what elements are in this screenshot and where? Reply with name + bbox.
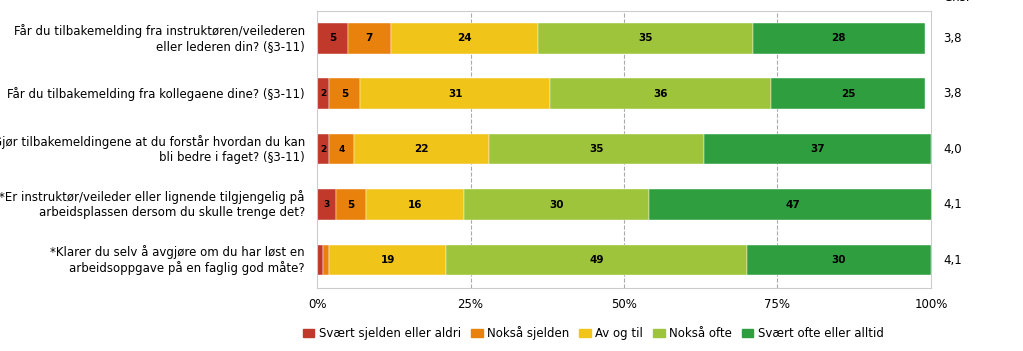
- Text: 28: 28: [832, 33, 846, 43]
- Bar: [704, 134, 931, 164]
- Text: 2: 2: [320, 89, 326, 98]
- Text: 37: 37: [810, 144, 825, 154]
- Bar: [538, 23, 753, 53]
- Bar: [489, 134, 704, 164]
- Text: Gns.: Gns.: [943, 0, 970, 4]
- Bar: [464, 190, 649, 220]
- Text: 22: 22: [414, 144, 429, 154]
- Bar: [317, 190, 336, 220]
- Text: 5: 5: [341, 89, 349, 99]
- Bar: [317, 134, 329, 164]
- Text: 4: 4: [339, 145, 345, 154]
- Bar: [329, 134, 354, 164]
- Text: 35: 35: [638, 33, 653, 43]
- Bar: [391, 23, 538, 53]
- Text: 49: 49: [589, 255, 604, 265]
- Bar: [771, 79, 925, 109]
- Text: 2: 2: [320, 145, 326, 154]
- Text: Får du tilbakemelding fra kollegaene dine? (§3-11): Får du tilbakemelding fra kollegaene din…: [7, 87, 305, 101]
- Text: 16: 16: [408, 200, 422, 210]
- Text: 19: 19: [381, 255, 395, 265]
- Bar: [348, 23, 391, 53]
- Text: 4,1: 4,1: [943, 253, 962, 267]
- Bar: [550, 79, 771, 109]
- Legend: Svært sjelden eller aldri, Nokså sjelden, Av og til, Nokså ofte, Svært ofte elle: Svært sjelden eller aldri, Nokså sjelden…: [298, 322, 889, 345]
- Bar: [329, 79, 360, 109]
- Text: 3: 3: [323, 200, 329, 209]
- Text: 30: 30: [832, 255, 846, 265]
- Text: *Er instruktør/veileder eller lignende tilgjengelig på
arbeidsplassen dersom du : *Er instruktør/veileder eller lignende t…: [0, 190, 305, 219]
- Bar: [649, 190, 937, 220]
- Text: 47: 47: [786, 200, 800, 210]
- Text: 36: 36: [654, 89, 668, 99]
- Bar: [336, 190, 366, 220]
- Text: 35: 35: [589, 144, 604, 154]
- Text: Får du tilbakemelding fra instruktøren/veilederen
eller lederen din? (§3-11): Får du tilbakemelding fra instruktøren/v…: [13, 24, 305, 53]
- Text: 4,1: 4,1: [943, 198, 962, 211]
- Text: 5: 5: [347, 200, 355, 210]
- Bar: [317, 23, 348, 53]
- Bar: [317, 245, 323, 275]
- Text: 24: 24: [457, 33, 472, 43]
- Bar: [753, 23, 925, 53]
- Text: 3,8: 3,8: [943, 32, 962, 45]
- Text: *Klarer du selv å avgjøre om du har løst en
arbeidsoppgave på en faglig god måte: *Klarer du selv å avgjøre om du har løst…: [50, 245, 305, 275]
- Text: 30: 30: [549, 200, 564, 210]
- Bar: [366, 190, 464, 220]
- Bar: [360, 79, 550, 109]
- Bar: [446, 245, 747, 275]
- Text: 31: 31: [448, 89, 462, 99]
- Bar: [317, 79, 329, 109]
- Text: 7: 7: [365, 33, 373, 43]
- Text: Gjør tilbakemeldingene at du forstår hvordan du kan
bli bedre i faget? (§3-11): Gjør tilbakemeldingene at du forstår hvo…: [0, 135, 305, 164]
- Bar: [329, 245, 446, 275]
- Text: 25: 25: [841, 89, 855, 99]
- Bar: [354, 134, 489, 164]
- Text: 5: 5: [328, 33, 337, 43]
- Text: 3,8: 3,8: [943, 87, 962, 100]
- Text: 4,0: 4,0: [943, 143, 962, 156]
- Bar: [747, 245, 931, 275]
- Bar: [323, 245, 329, 275]
